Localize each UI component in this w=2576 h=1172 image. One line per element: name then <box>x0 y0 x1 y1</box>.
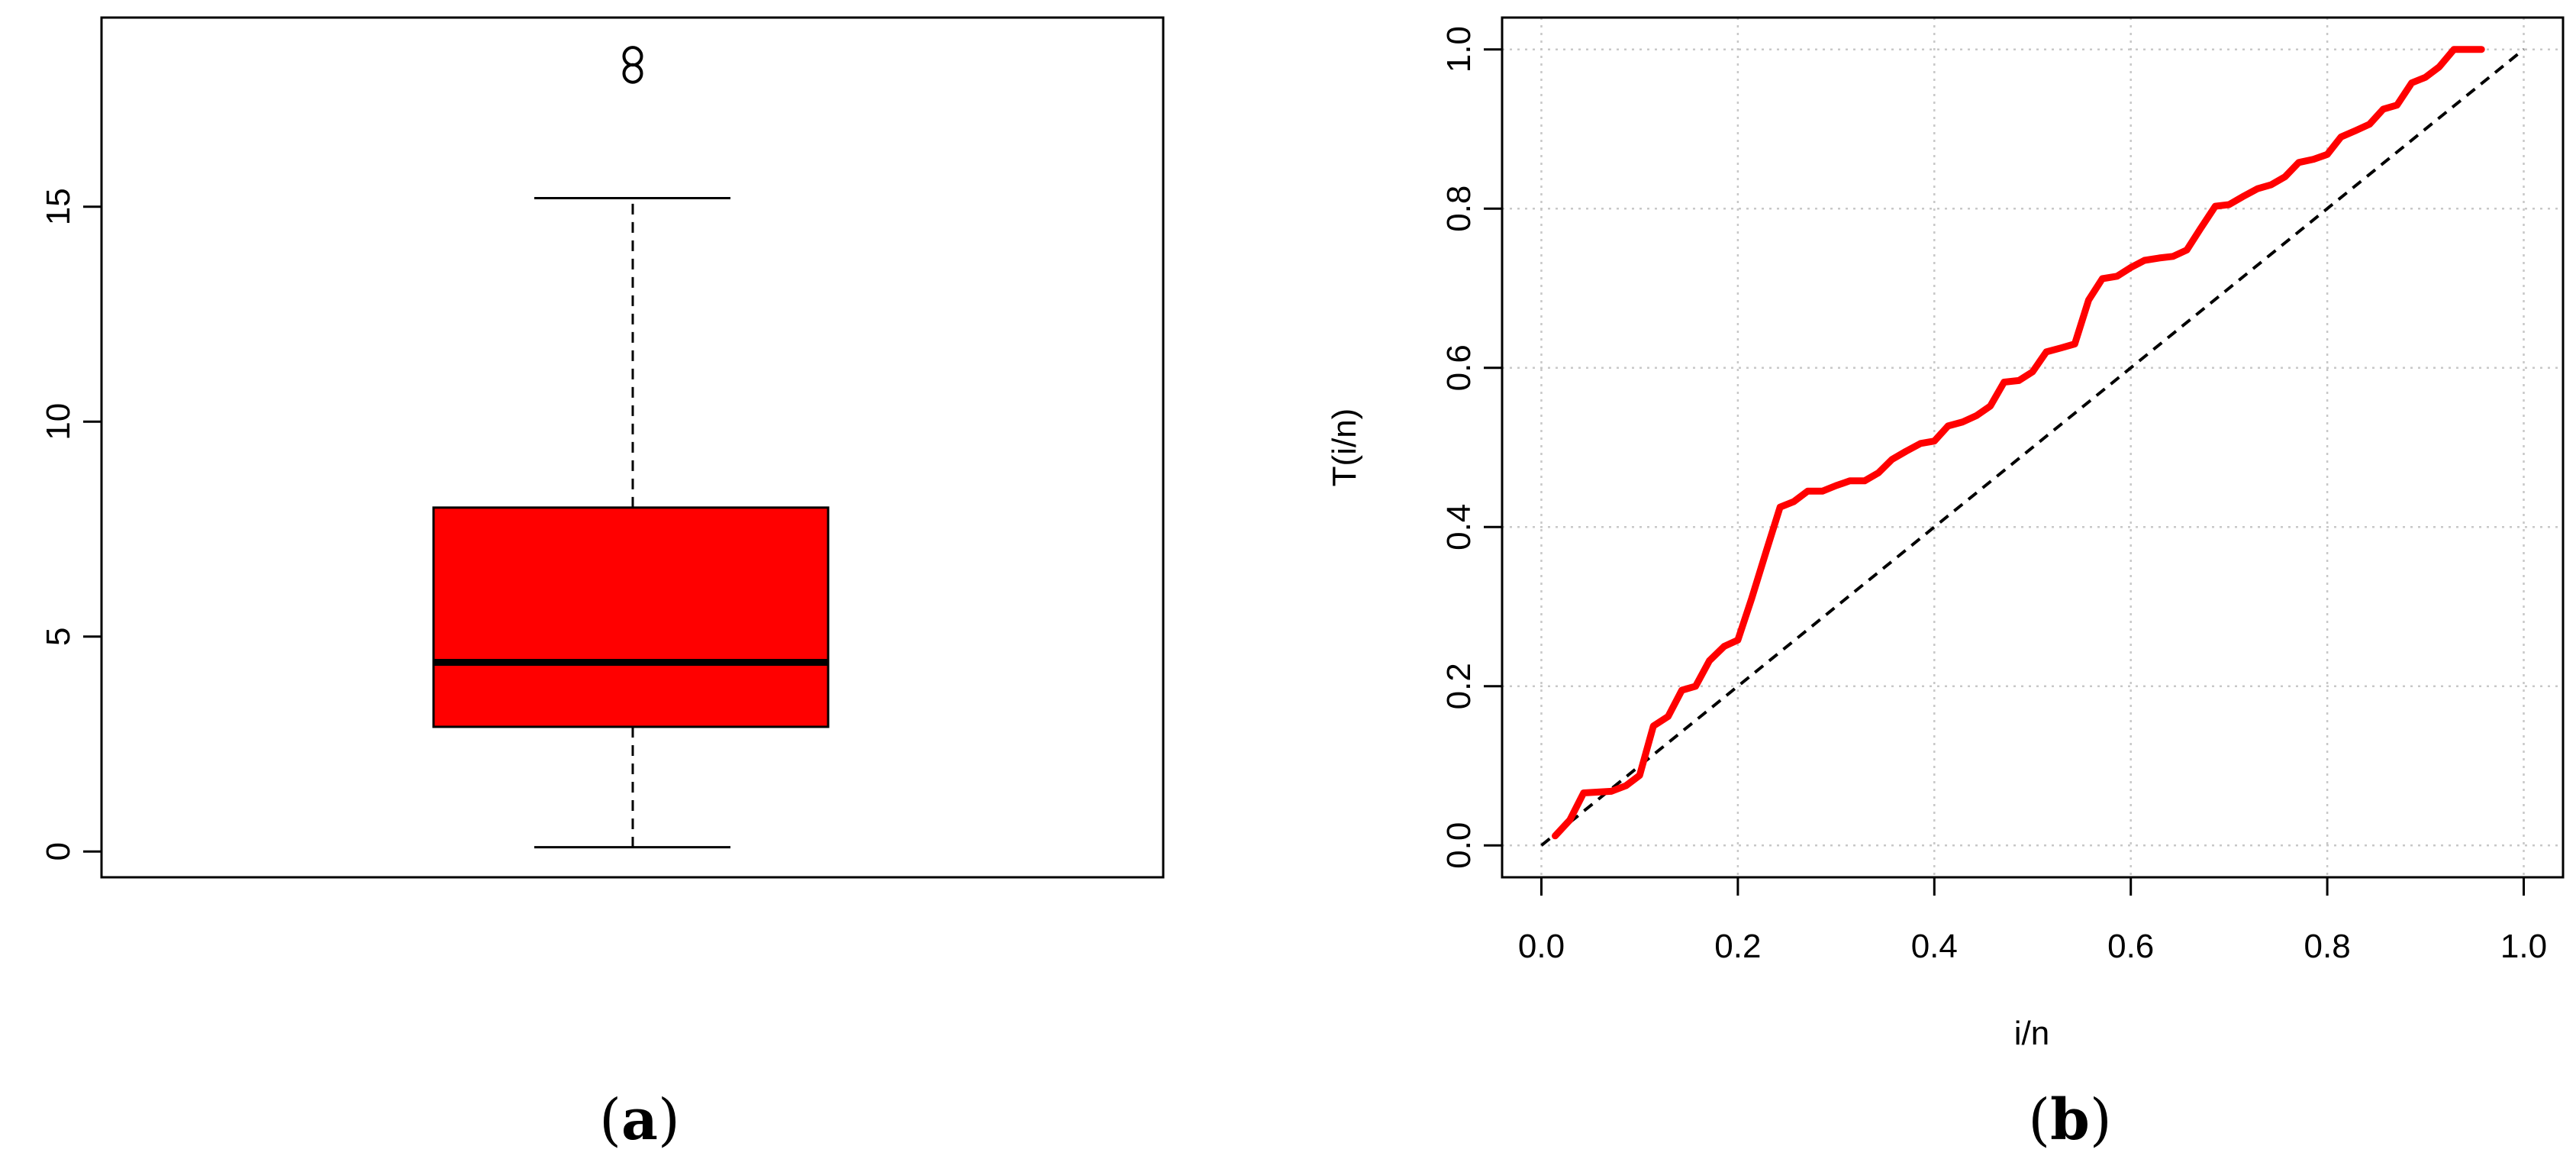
caption-a-open: ( <box>599 1087 621 1153</box>
x-tick-label-b: 0.0 <box>1518 928 1565 965</box>
x-tick-label-b: 0.8 <box>2304 928 2351 965</box>
y-tick-label-b: 0.2 <box>1440 663 1478 709</box>
y-tick-label-a: 15 <box>40 188 77 225</box>
x-axis-title: i/n <box>2014 1015 2049 1052</box>
caption-b-close: ) <box>2090 1087 2112 1153</box>
outlier-point <box>622 63 643 84</box>
series-line <box>1552 46 2485 840</box>
grid-b <box>1502 18 2563 877</box>
y-axis-title: T(i/n) <box>1326 408 1363 487</box>
plot-frame-a <box>100 16 1165 879</box>
x-axis-b: 0.0 0.2 0.4 0.6 0.8 1.0 <box>1518 876 2547 965</box>
panel-a-boxplot: 0 5 10 15 (a) <box>40 16 1165 1153</box>
caption-a-letter: a <box>621 1087 658 1153</box>
y-tick-label-b: 0.4 <box>1440 504 1478 550</box>
caption-a-close: ) <box>658 1087 680 1153</box>
y-tick-label-a: 0 <box>40 842 77 860</box>
y-tick-label-b: 0.0 <box>1440 822 1478 869</box>
caption-a: (a) <box>599 1087 680 1153</box>
x-tick-label-b: 0.6 <box>2107 928 2154 965</box>
y-tick-label-a: 10 <box>40 403 77 441</box>
y-tick-label-b: 0.8 <box>1440 186 1478 232</box>
x-tick-label-b: 1.0 <box>2500 928 2547 965</box>
x-tick-label-b: 0.4 <box>1911 928 1958 965</box>
iqr-box <box>432 506 830 728</box>
caption-b: (b) <box>2028 1087 2112 1153</box>
caption-b-open: ( <box>2028 1087 2050 1153</box>
boxplot <box>432 46 830 849</box>
y-tick-label-a: 5 <box>40 627 77 645</box>
reference-diagonal <box>1540 48 2525 847</box>
y-axis-b: 0.0 0.2 0.4 0.6 0.8 1.0 <box>1440 26 1502 869</box>
caption-b-letter: b <box>2050 1087 2090 1153</box>
outlier-point <box>622 46 643 67</box>
y-axis-a: 0 5 10 15 <box>40 188 102 860</box>
y-tick-label-b: 0.6 <box>1440 344 1478 391</box>
panel-b-linechart: 0.0 0.2 0.4 0.6 0.8 1.0 0.0 0.2 0.4 0.6 0.8 1.0 i/… <box>1326 16 2565 1153</box>
x-tick-label-b: 0.2 <box>1714 928 1761 965</box>
y-tick-label-b: 1.0 <box>1440 26 1478 73</box>
